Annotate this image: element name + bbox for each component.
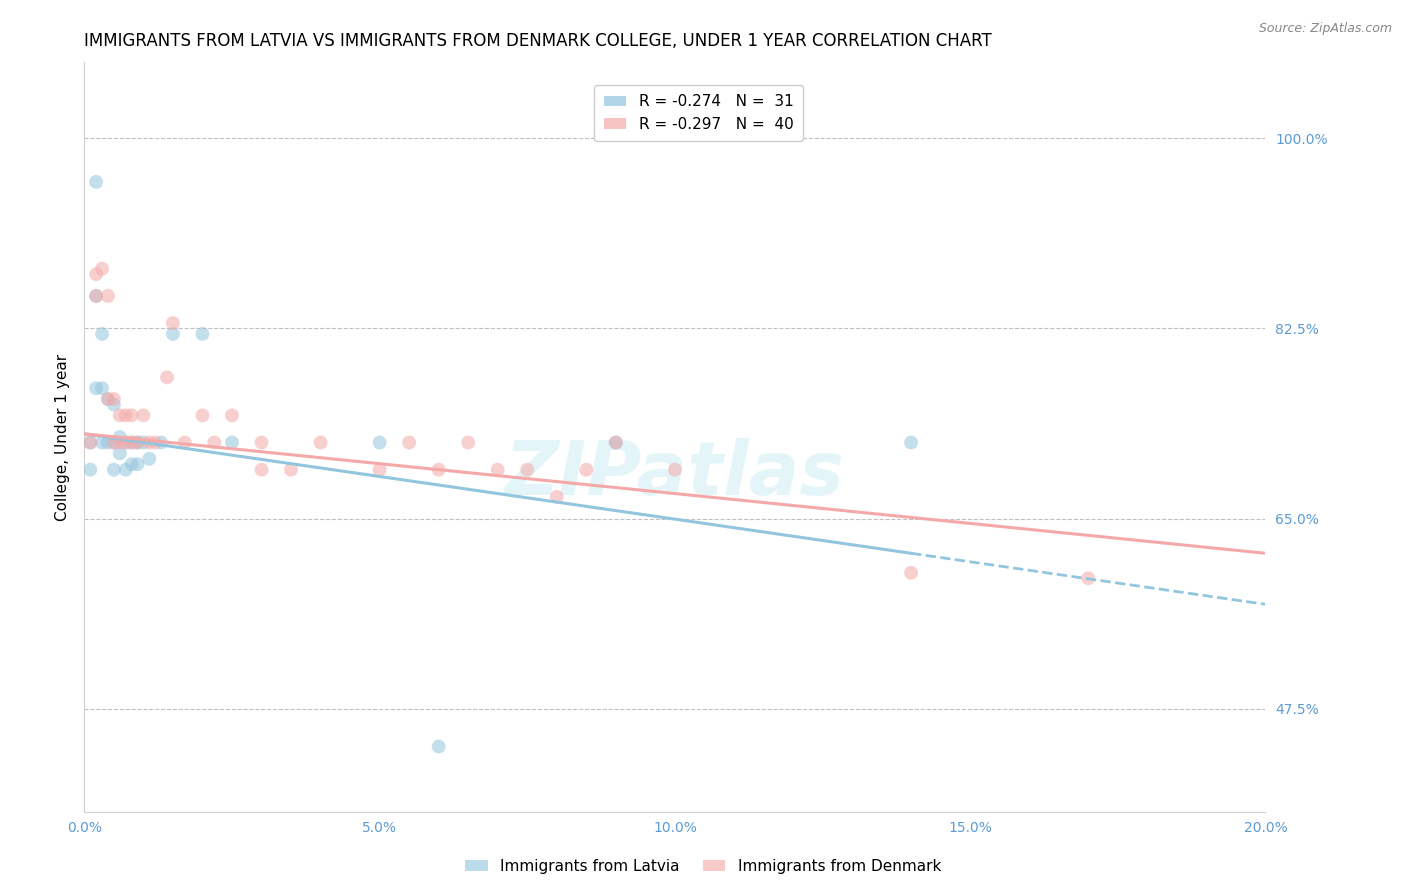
Point xyxy=(221,409,243,423)
Point xyxy=(79,463,101,477)
Point xyxy=(97,392,120,406)
Point xyxy=(127,435,149,450)
Point xyxy=(486,463,509,477)
Point xyxy=(250,435,273,450)
Point xyxy=(84,267,107,281)
Point xyxy=(368,435,391,450)
Point xyxy=(114,435,136,450)
Point xyxy=(103,463,125,477)
Point xyxy=(150,435,173,450)
Point xyxy=(114,463,136,477)
Point xyxy=(575,463,598,477)
Point xyxy=(108,409,131,423)
Point xyxy=(132,409,155,423)
Point xyxy=(79,435,101,450)
Point xyxy=(605,435,627,450)
Point xyxy=(114,409,136,423)
Point xyxy=(309,435,332,450)
Point xyxy=(103,435,125,450)
Point xyxy=(91,326,114,341)
Point xyxy=(84,175,107,189)
Point xyxy=(97,435,120,450)
Point xyxy=(79,435,101,450)
Point xyxy=(143,435,166,450)
Point xyxy=(84,381,107,395)
Point xyxy=(114,435,136,450)
Point xyxy=(103,392,125,406)
Point xyxy=(546,490,568,504)
Point xyxy=(900,566,922,580)
Point xyxy=(368,463,391,477)
Point xyxy=(121,435,143,450)
Point xyxy=(103,435,125,450)
Point xyxy=(900,435,922,450)
Point xyxy=(91,261,114,276)
Point xyxy=(97,289,120,303)
Point xyxy=(162,326,184,341)
Point xyxy=(132,435,155,450)
Point xyxy=(103,397,125,411)
Legend: Immigrants from Latvia, Immigrants from Denmark: Immigrants from Latvia, Immigrants from … xyxy=(458,853,948,880)
Point xyxy=(398,435,420,450)
Text: ZIPatlas: ZIPatlas xyxy=(505,438,845,511)
Text: IMMIGRANTS FROM LATVIA VS IMMIGRANTS FROM DENMARK COLLEGE, UNDER 1 YEAR CORRELAT: IMMIGRANTS FROM LATVIA VS IMMIGRANTS FRO… xyxy=(84,32,993,50)
Point xyxy=(191,409,214,423)
Point xyxy=(191,326,214,341)
Point xyxy=(138,435,160,450)
Point xyxy=(138,451,160,466)
Point xyxy=(221,435,243,450)
Point xyxy=(250,463,273,477)
Point xyxy=(516,463,538,477)
Point xyxy=(162,316,184,330)
Point xyxy=(121,409,143,423)
Point xyxy=(91,381,114,395)
Point xyxy=(108,435,131,450)
Point xyxy=(664,463,686,477)
Point xyxy=(84,289,107,303)
Point xyxy=(121,457,143,471)
Point xyxy=(127,435,149,450)
Point xyxy=(427,463,450,477)
Point xyxy=(173,435,195,450)
Point xyxy=(91,435,114,450)
Point xyxy=(127,457,149,471)
Point xyxy=(1077,571,1099,585)
Point xyxy=(280,463,302,477)
Point xyxy=(427,739,450,754)
Text: Source: ZipAtlas.com: Source: ZipAtlas.com xyxy=(1258,22,1392,36)
Point xyxy=(108,446,131,460)
Point xyxy=(605,435,627,450)
Point xyxy=(97,392,120,406)
Point xyxy=(202,435,225,450)
Point xyxy=(156,370,179,384)
Point xyxy=(457,435,479,450)
Point xyxy=(84,289,107,303)
Y-axis label: College, Under 1 year: College, Under 1 year xyxy=(55,353,70,521)
Point xyxy=(108,430,131,444)
Point xyxy=(121,435,143,450)
Legend: R = -0.274   N =  31, R = -0.297   N =  40: R = -0.274 N = 31, R = -0.297 N = 40 xyxy=(595,85,803,141)
